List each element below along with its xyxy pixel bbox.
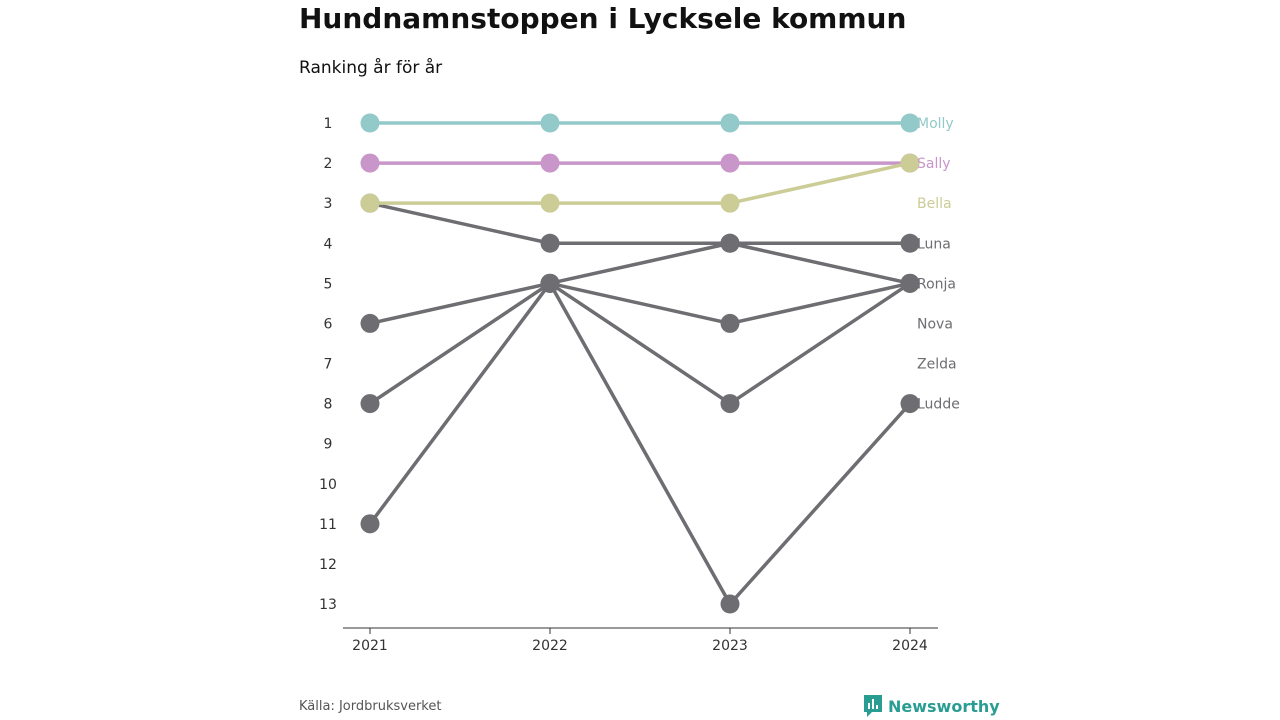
point-molly-2021 [360, 113, 380, 133]
y-tick-label: 2 [324, 156, 333, 172]
series-line-zelda [368, 281, 912, 406]
x-tick-label: 2023 [712, 638, 748, 654]
series-line-ronja [368, 241, 912, 326]
y-tick-label: 11 [319, 517, 337, 533]
end-label-luna: Luna [917, 236, 951, 252]
chart-subtitle: Ranking år för år [299, 58, 443, 78]
x-tick-label: 2021 [352, 638, 388, 654]
point-ludde-2023 [720, 594, 740, 614]
point-ludde-2024 [900, 394, 920, 414]
x-tick-label: 2024 [892, 638, 928, 654]
points-layer [360, 113, 920, 614]
y-tick-label: 8 [324, 397, 333, 413]
point-molly-2024 [900, 113, 920, 133]
point-molly-2023 [720, 113, 740, 133]
point-ludde-2022 [540, 273, 560, 293]
point-nova-2023 [720, 313, 740, 333]
y-tick-label: 12 [319, 557, 337, 573]
point-ronja-2021 [360, 313, 380, 333]
end-label-sally: Sally [917, 156, 951, 172]
point-sally-2021 [360, 153, 380, 173]
end-label-nova: Nova [917, 316, 953, 332]
point-luna-2022 [540, 233, 560, 253]
y-tick-label: 13 [319, 597, 337, 613]
end-labels-layer: Molly Sally Bella Luna Ronja Nova Zelda Ludde [917, 116, 960, 413]
series-line-nova [368, 281, 912, 526]
point-bella-2023 [720, 193, 740, 213]
end-label-bella: Bella [917, 196, 952, 212]
point-bella-2021 [360, 193, 380, 213]
point-zelda-2024 [900, 273, 920, 293]
y-tick-label: 3 [324, 196, 333, 212]
point-sally-2022 [540, 153, 560, 173]
end-label-ronja: Ronja [917, 276, 956, 292]
y-tick-label: 1 [324, 116, 333, 132]
series-line-luna [368, 201, 912, 286]
brand-logo[interactable]: Newsworthy [863, 694, 1000, 718]
point-nova-2021 [360, 514, 380, 534]
y-tick-label: 6 [324, 316, 333, 332]
y-tick-label: 9 [324, 437, 333, 453]
series-line-bella [368, 161, 912, 205]
end-label-molly: Molly [917, 116, 954, 132]
chart-title: Hundnamnstoppen i Lycksele kommun [299, 2, 907, 35]
y-tick-label: 7 [324, 357, 333, 373]
source-note: Källa: Jordbruksverket [299, 699, 442, 714]
y-tick-label: 5 [324, 276, 333, 292]
point-zelda-2021 [360, 394, 380, 414]
y-tick-label: 10 [319, 477, 337, 493]
y-tick-label: 4 [324, 236, 333, 252]
newsworthy-logo-icon [864, 695, 882, 717]
lines-layer [368, 121, 912, 606]
x-tick-label: 2022 [532, 638, 568, 654]
brand-name: Newsworthy [888, 696, 1000, 716]
point-zelda-2023 [720, 394, 740, 414]
point-bella-2022 [540, 193, 560, 213]
point-bella-2024 [900, 153, 920, 173]
point-sally-2023 [720, 153, 740, 173]
point-molly-2022 [540, 113, 560, 133]
end-label-ludde: Ludde [917, 397, 960, 413]
end-label-zelda: Zelda [917, 357, 957, 373]
point-ronja-2024 [900, 233, 920, 253]
point-ronja-2023 [720, 233, 740, 253]
